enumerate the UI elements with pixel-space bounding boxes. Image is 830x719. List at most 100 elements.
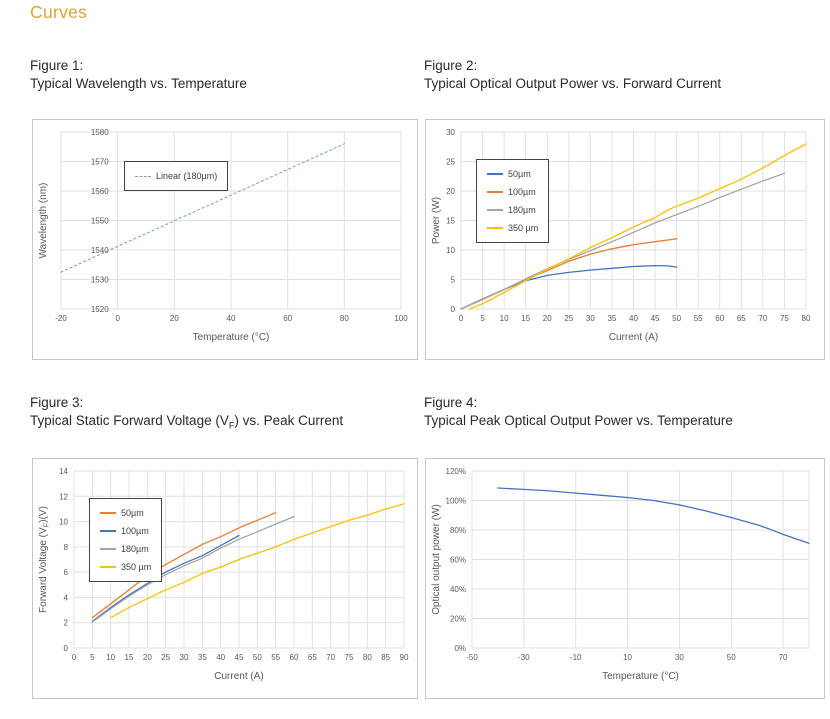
svg-text:10: 10 — [59, 518, 68, 527]
legend-label: 100µm — [508, 187, 536, 197]
svg-text:50: 50 — [672, 314, 681, 323]
svg-text:0: 0 — [72, 653, 77, 662]
legend-item-180µm: 180µm — [100, 540, 151, 558]
figure1-heading: Figure 1: Typical Wavelength vs. Tempera… — [30, 57, 247, 93]
svg-text:25: 25 — [564, 314, 573, 323]
subscript-f: F — [228, 420, 235, 431]
svg-text:10: 10 — [446, 246, 455, 255]
page-title: Curves — [30, 2, 88, 22]
svg-text:-30: -30 — [518, 653, 530, 662]
y-axis-title: Wavelength (nm) — [38, 183, 49, 259]
svg-text:0: 0 — [459, 314, 464, 323]
figure2-label: Figure 2: — [424, 58, 478, 73]
svg-text:1570: 1570 — [91, 158, 109, 167]
legend-swatch — [487, 209, 503, 211]
x-axis-title: Current (A) — [609, 332, 658, 343]
svg-text:1550: 1550 — [91, 217, 109, 226]
svg-text:60%: 60% — [450, 556, 466, 565]
svg-text:6: 6 — [64, 568, 69, 577]
figure4-canvas: -50 -30 -10 10 30 50 70 0% 20% 40% 60% 80% 100% 120% T… — [431, 467, 810, 682]
y-tick-labels: 1520 1530 1540 1550 1560 1570 1580 — [91, 128, 109, 314]
svg-text:75: 75 — [780, 314, 789, 323]
svg-text:40: 40 — [227, 314, 236, 323]
svg-text:30: 30 — [446, 128, 455, 137]
svg-text:65: 65 — [308, 653, 317, 662]
svg-text:10: 10 — [500, 314, 509, 323]
series-line-50µm — [91, 512, 277, 619]
svg-text:80: 80 — [363, 653, 372, 662]
svg-text:60: 60 — [283, 314, 292, 323]
legend-item-180µm: 180µm — [487, 201, 538, 219]
legend-label: 50µm — [508, 169, 531, 179]
svg-text:85: 85 — [381, 653, 390, 662]
svg-text:1530: 1530 — [91, 276, 109, 285]
legend-swatch — [135, 175, 151, 177]
figure1-chart-panel: -20 0 20 40 60 80 100 1520 1530 1540 1550 1560 1570 1… — [32, 119, 418, 360]
svg-text:20: 20 — [543, 314, 552, 323]
legend-item-Linear (180µm): Linear (180µm) — [135, 167, 217, 185]
y-tick-labels: 0 5 10 15 20 25 30 — [446, 128, 455, 314]
series-line-350 µm — [468, 143, 807, 310]
svg-text:55: 55 — [271, 653, 280, 662]
figure4-label: Figure 4: — [424, 395, 478, 410]
svg-text:70: 70 — [779, 653, 788, 662]
svg-text:100%: 100% — [446, 497, 466, 506]
y-axis-title: Forward Voltage (VF)(V) — [38, 506, 51, 613]
svg-text:70: 70 — [758, 314, 767, 323]
figure4-heading: Figure 4: Typical Peak Optical Output Po… — [424, 394, 733, 430]
svg-text:15: 15 — [446, 217, 455, 226]
svg-text:1580: 1580 — [91, 128, 109, 137]
x-axis-title: Current (A) — [214, 671, 263, 682]
figure2-chart-panel: 0 5 10 15 20 25 30 35 40 45 50 55 60 65 70 75 80 0 5 10 15 20… — [425, 119, 825, 360]
y-axis-title: Power (W) — [431, 197, 442, 244]
plot-border — [60, 131, 402, 310]
svg-text:20%: 20% — [450, 615, 466, 624]
figure3-heading: Figure 3: Typical Static Forward Voltage… — [30, 394, 343, 435]
svg-text:0: 0 — [64, 644, 69, 653]
svg-text:15: 15 — [125, 653, 134, 662]
svg-text:14: 14 — [59, 467, 68, 476]
legend-label: 180µm — [508, 205, 536, 215]
svg-text:5: 5 — [480, 314, 485, 323]
svg-text:65: 65 — [737, 314, 746, 323]
figure2-legend: 50µm 100µm 180µm 350 µm — [476, 159, 550, 243]
svg-text:100: 100 — [394, 314, 408, 323]
legend-swatch — [100, 530, 116, 532]
svg-text:-10: -10 — [570, 653, 582, 662]
legend-item-100µm: 100µm — [100, 522, 151, 540]
figure3-label: Figure 3: — [30, 395, 84, 410]
legend-swatch — [487, 173, 503, 175]
svg-text:12: 12 — [59, 492, 68, 501]
legend-item-50µm: 50µm — [100, 504, 151, 522]
figure1-canvas: -20 0 20 40 60 80 1001520153015401550156015701… — [38, 128, 408, 343]
plot-border — [460, 131, 807, 310]
series-line-180µm — [460, 172, 786, 310]
svg-text:0: 0 — [451, 305, 456, 314]
svg-text:10: 10 — [623, 653, 632, 662]
x-axis-title: Temperature (°C) — [193, 332, 270, 343]
legend-label: 350 µm — [121, 562, 152, 572]
x-axis-title: Temperature (°C) — [602, 671, 679, 682]
svg-text:50: 50 — [727, 653, 736, 662]
svg-text:25: 25 — [446, 158, 455, 167]
legend-swatch — [487, 191, 503, 193]
legend-item-350 µm: 350 µm — [100, 558, 151, 576]
svg-text:20: 20 — [446, 187, 455, 196]
legend-label: Linear (180µm) — [156, 171, 218, 181]
svg-text:8: 8 — [64, 543, 69, 552]
svg-text:15: 15 — [521, 314, 530, 323]
svg-text:-50: -50 — [466, 653, 478, 662]
svg-text:60: 60 — [715, 314, 724, 323]
legend-label: 350 µm — [508, 223, 539, 233]
x-tick-labels: 0 5 10 15 20 25 30 35 40 45 50 55 60 65 70 75 80 85 90 — [72, 653, 409, 662]
svg-text:80: 80 — [340, 314, 349, 323]
series-line-100µm — [91, 534, 240, 623]
svg-text:45: 45 — [235, 653, 244, 662]
gridlines — [471, 470, 809, 649]
svg-text:5: 5 — [451, 276, 456, 285]
gridlines — [60, 131, 402, 310]
svg-text:2: 2 — [64, 619, 69, 628]
svg-text:30: 30 — [675, 653, 684, 662]
figure4-chart-panel: -50 -30 -10 10 30 50 70 0% 20% 40% 60% 80% 100% 120% T… — [425, 458, 825, 699]
